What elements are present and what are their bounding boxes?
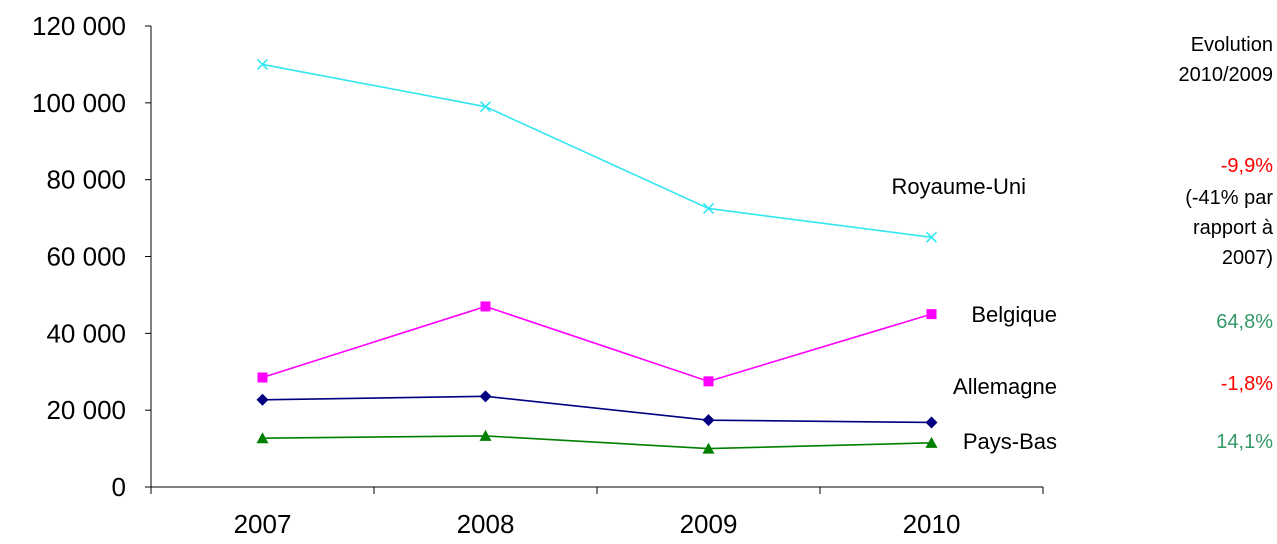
- data-point-x-marker: [702, 202, 715, 215]
- series-markers: [256, 58, 938, 454]
- data-point-square-marker: [480, 301, 491, 312]
- data-point-diamond-marker: [256, 393, 269, 406]
- data-point-square-marker: [703, 376, 714, 387]
- x-tick-label: 2007: [234, 509, 292, 539]
- series-line: [262, 305, 932, 383]
- evolution-allemagne: -1,8%: [1220, 373, 1273, 395]
- data-point-diamond-marker: [925, 416, 938, 429]
- y-tick-label: 80 000: [46, 165, 126, 195]
- series-line: [262, 63, 932, 239]
- series-line: [262, 435, 932, 450]
- evolution-royaume-uni-note-3: 2007): [1221, 247, 1273, 269]
- series-name-label: Allemagne: [953, 374, 1057, 399]
- series-name-label: Belgique: [971, 302, 1057, 327]
- series-name-label: Royaume-Uni: [892, 174, 1027, 199]
- evolution-royaume-uni-note-2: rapport à: [1192, 217, 1273, 239]
- data-point-triangle-marker: [925, 436, 938, 448]
- y-tick-label: 40 000: [46, 318, 126, 348]
- x-tick-label: 2010: [903, 509, 961, 539]
- series-line: [262, 395, 932, 424]
- series-lines: [262, 63, 932, 450]
- y-tick-label: 20 000: [46, 395, 126, 425]
- y-tick-label: 120 000: [32, 11, 126, 41]
- data-point-square-marker: [926, 309, 937, 320]
- data-point-square-marker: [257, 372, 268, 383]
- series-labels: Royaume-Uni Belgique Allemagne Pays-Bas: [892, 174, 1058, 454]
- data-point-diamond-marker: [479, 390, 492, 403]
- series-name-label: Pays-Bas: [963, 429, 1057, 454]
- axes: 0 20 000 40 000 60 000 80 000 100 000 120 000 2…: [32, 11, 1044, 539]
- evolution-pays-bas: 14,1%: [1216, 431, 1273, 453]
- data-point-x-marker: [256, 58, 269, 70]
- x-tick-label: 2008: [457, 509, 515, 539]
- data-point-x-marker: [925, 231, 938, 243]
- evolution-royaume-uni: -9,9%: [1220, 155, 1273, 177]
- evolution-royaume-uni-note-1: (-41% par: [1185, 187, 1273, 209]
- evolution-header-line2: 2010/2009: [1178, 64, 1273, 86]
- x-tick-label: 2009: [680, 509, 738, 539]
- evolution-header-line1: Evolution: [1190, 34, 1273, 56]
- data-point-triangle-marker: [702, 442, 715, 454]
- y-tick-label: 60 000: [46, 242, 126, 272]
- data-point-x-marker: [479, 101, 492, 113]
- data-point-diamond-marker: [702, 414, 715, 427]
- y-tick-label: 100 000: [32, 88, 126, 118]
- y-tick-label: 0: [112, 472, 126, 502]
- data-point-triangle-marker: [256, 432, 269, 444]
- data-point-triangle-marker: [479, 429, 492, 441]
- evolution-belgique: 64,8%: [1216, 311, 1273, 333]
